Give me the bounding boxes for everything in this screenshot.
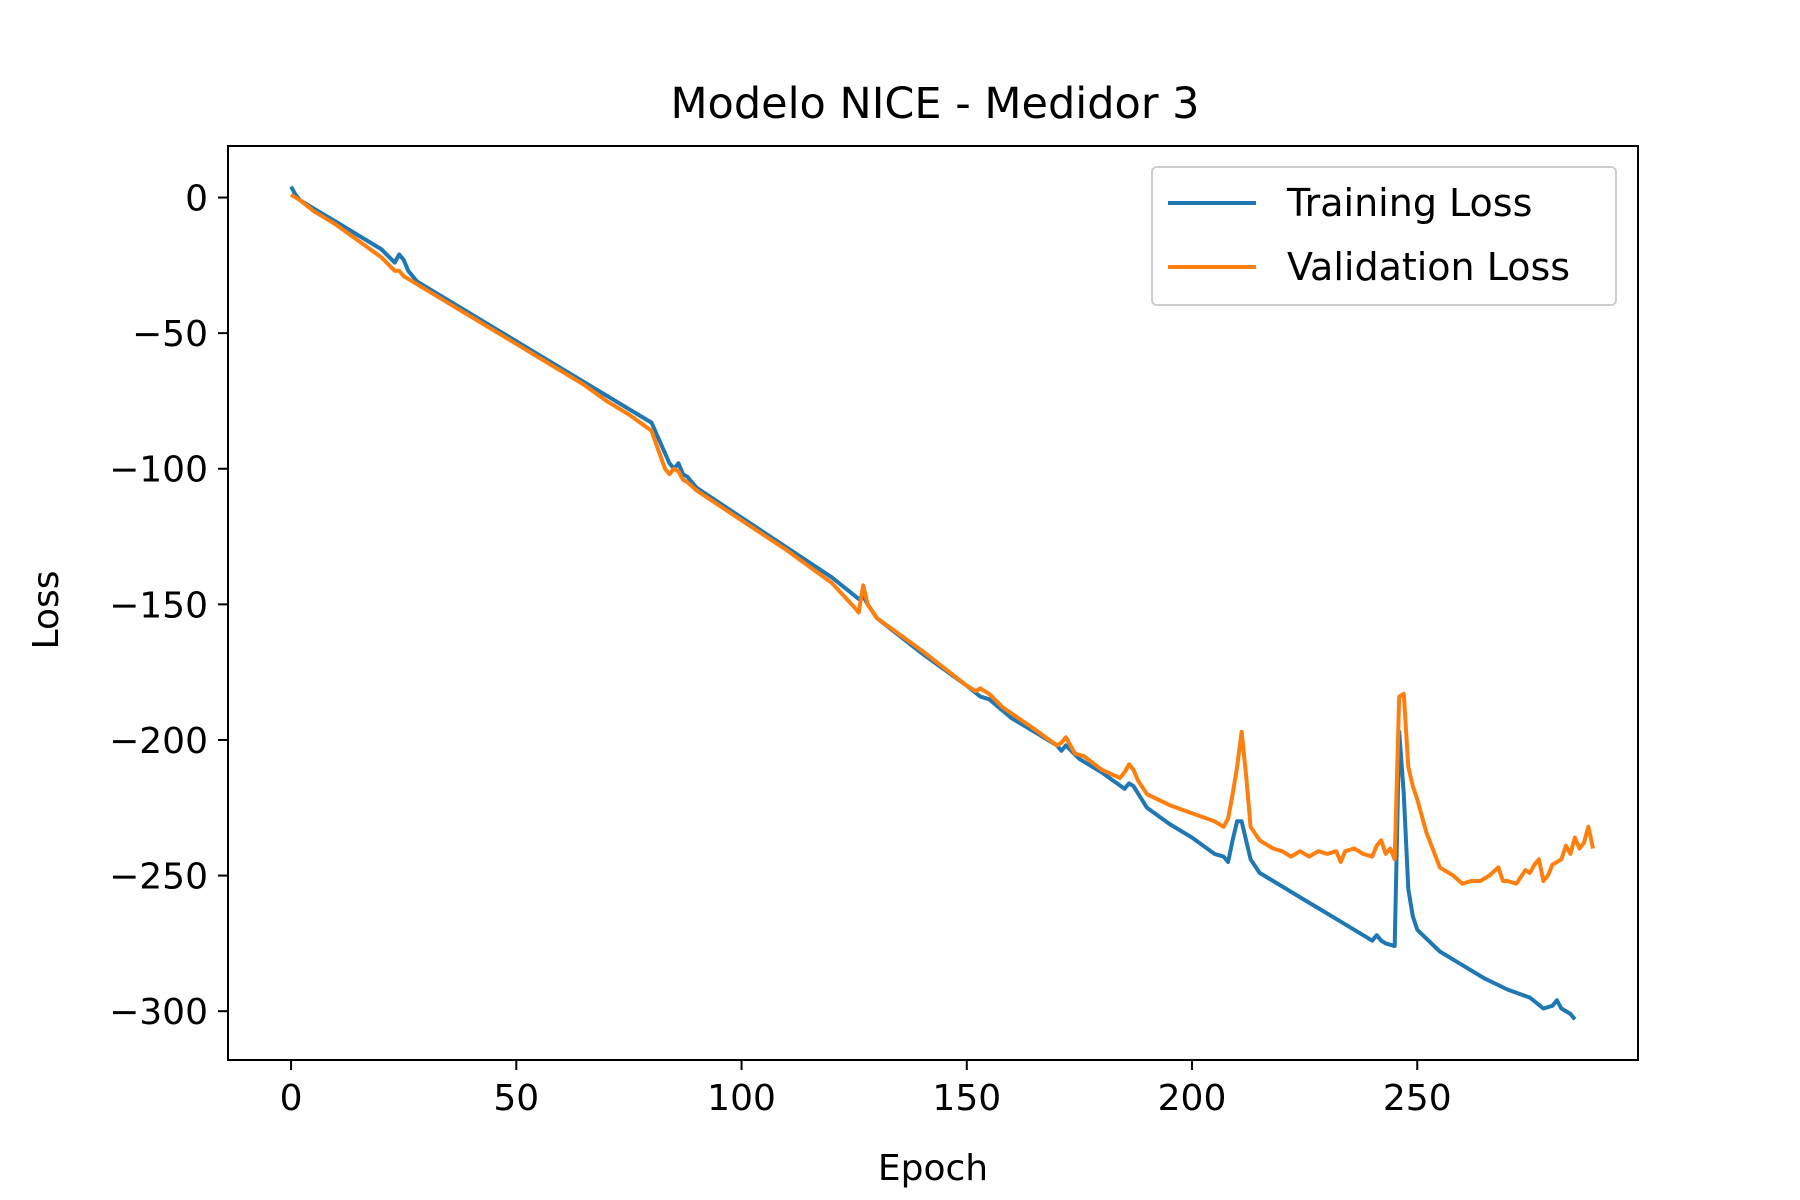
series-line-training [289, 185, 1577, 1021]
y-tick-label: 0 [185, 179, 208, 220]
x-tick-label: 0 [280, 1078, 303, 1119]
series-line-validation [290, 193, 1595, 886]
y-tick-label: −150 [109, 585, 208, 626]
plot-area [289, 185, 1595, 1021]
x-tick-label: 50 [493, 1078, 539, 1119]
legend-label-validation: Validation Loss [1287, 245, 1570, 289]
y-tick-label: −250 [109, 857, 208, 898]
x-tick-label: 150 [932, 1078, 1001, 1119]
legend: Training Loss Validation Loss [1151, 166, 1617, 306]
chart-title: Modelo NICE - Medidor 3 [670, 79, 1199, 129]
x-tick-label: 100 [707, 1078, 776, 1119]
y-tick-label: −50 [132, 314, 208, 355]
y-axis-label: Loss [26, 571, 67, 650]
y-tick-label: −100 [109, 450, 208, 491]
x-tick-label: 200 [1158, 1078, 1227, 1119]
y-axis: 0 −50 −100 −150 −200 −250 −300 [109, 179, 228, 1033]
x-tick-label: 250 [1383, 1078, 1452, 1119]
y-tick-label: −300 [109, 992, 208, 1033]
legend-label-training: Training Loss [1286, 181, 1532, 225]
legend-box [1151, 166, 1617, 306]
y-tick-label: −200 [109, 721, 208, 762]
plot-frame [227, 145, 1639, 1061]
x-axis-label: Epoch [878, 1148, 988, 1189]
x-axis: 0 50 100 150 200 250 [280, 1060, 1452, 1119]
